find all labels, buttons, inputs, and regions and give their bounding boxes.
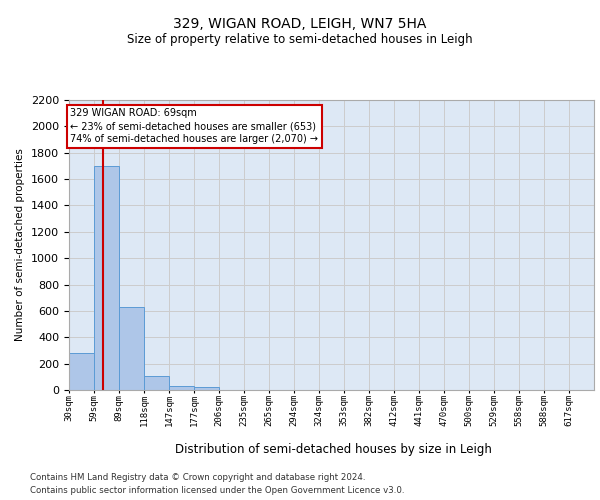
Bar xyxy=(144,376,169,390)
Text: 329 WIGAN ROAD: 69sqm
← 23% of semi-detached houses are smaller (653)
74% of sem: 329 WIGAN ROAD: 69sqm ← 23% of semi-deta… xyxy=(70,108,318,144)
Text: Contains HM Land Registry data © Crown copyright and database right 2024.: Contains HM Land Registry data © Crown c… xyxy=(30,472,365,482)
Text: Contains public sector information licensed under the Open Government Licence v3: Contains public sector information licen… xyxy=(30,486,404,495)
Text: Distribution of semi-detached houses by size in Leigh: Distribution of semi-detached houses by … xyxy=(175,442,491,456)
Bar xyxy=(69,353,94,390)
Y-axis label: Number of semi-detached properties: Number of semi-detached properties xyxy=(16,148,25,342)
Bar xyxy=(119,307,144,390)
Text: 329, WIGAN ROAD, LEIGH, WN7 5HA: 329, WIGAN ROAD, LEIGH, WN7 5HA xyxy=(173,18,427,32)
Text: Size of property relative to semi-detached houses in Leigh: Size of property relative to semi-detach… xyxy=(127,32,473,46)
Bar xyxy=(194,388,219,390)
Bar xyxy=(94,166,119,390)
Bar xyxy=(169,386,194,390)
